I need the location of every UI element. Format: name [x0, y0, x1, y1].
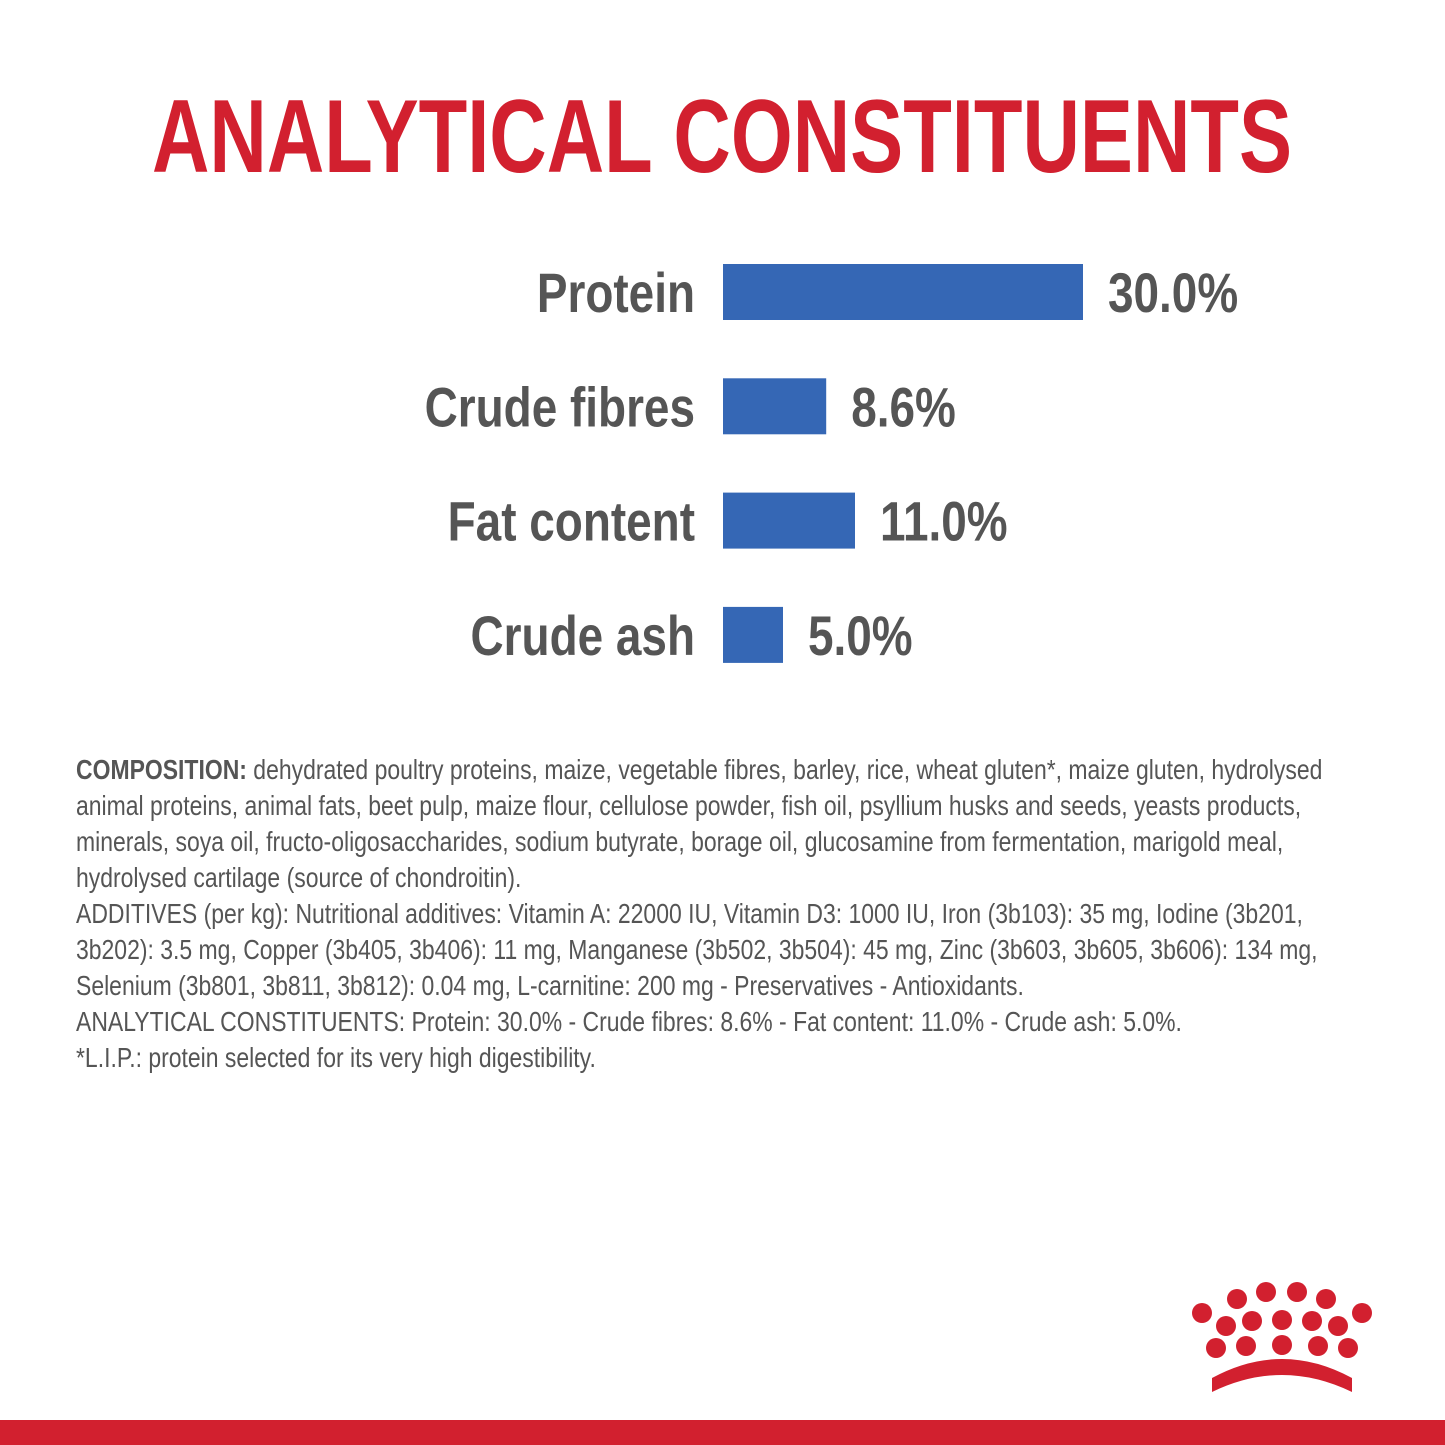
- composition-paragraph: COMPOSITION: dehydrated poultry proteins…: [76, 752, 1368, 896]
- category-label: Crude ash: [471, 605, 695, 667]
- value-label: 8.6%: [851, 376, 956, 438]
- bar: [723, 492, 855, 549]
- paragraph: ANALYTICAL CONSTITUENTS: Protein: 30.0% …: [76, 1006, 1182, 1037]
- category-label: Crude fibres: [425, 376, 695, 438]
- paragraph: *L.I.P.: protein selected for its very h…: [76, 1042, 596, 1073]
- bar: [723, 606, 783, 663]
- value-label: 30.0%: [1108, 262, 1238, 324]
- value-label: 11.0%: [880, 490, 1008, 552]
- logo: [1192, 1282, 1372, 1392]
- composition-text: dehydrated poultry proteins, maize, vege…: [76, 754, 1323, 893]
- category-label: Fat content: [448, 490, 695, 552]
- footer-stripe: [0, 1420, 1445, 1445]
- chart-title: ANALYTICAL CONSTITUENTS: [152, 79, 1292, 195]
- category-label: Protein: [537, 262, 695, 324]
- value-label: 5.0%: [808, 605, 913, 667]
- bar: [723, 264, 1083, 320]
- bar: [723, 378, 827, 435]
- paragraph: ADDITIVES (per kg): Nutritional additive…: [76, 898, 1318, 1001]
- composition-label: COMPOSITION:: [76, 754, 247, 785]
- composition: COMPOSITION: dehydrated poultry proteins…: [76, 752, 1368, 1076]
